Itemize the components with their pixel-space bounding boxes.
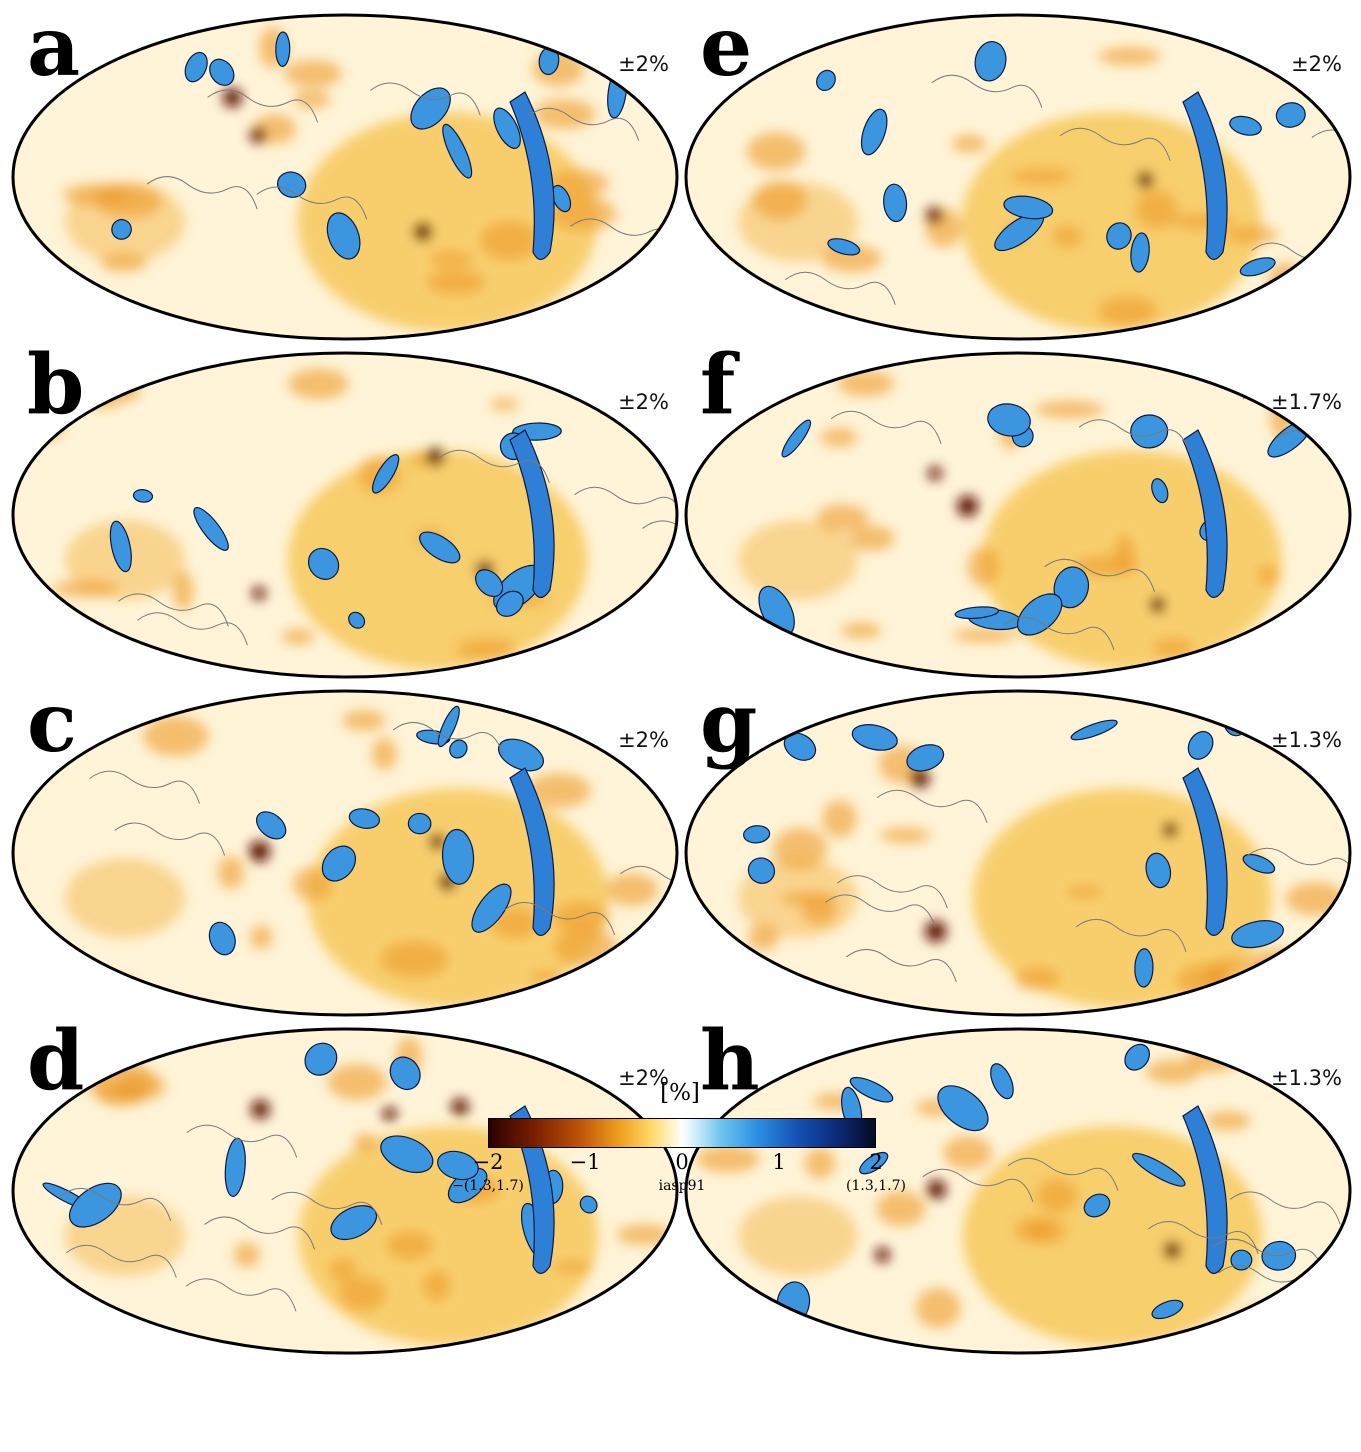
mollweide-map-a bbox=[11, 13, 679, 341]
panel-letter-f: f bbox=[700, 337, 736, 433]
panel-scale-e: ±2% bbox=[1291, 52, 1342, 76]
colorbar-tick: −1 bbox=[569, 1150, 601, 1174]
panel-scale-g: ±1.3% bbox=[1271, 728, 1342, 752]
map-panel-b: b ±2% bbox=[5, 344, 685, 690]
colorbar-left-sub: −(1.3,1.7) bbox=[452, 1178, 524, 1194]
mollweide-map-d bbox=[11, 1027, 679, 1355]
panel-scale-a: ±2% bbox=[618, 52, 669, 76]
colorbar: [%] −2 −1 0 1 2 −(1.3,1.7) iasp91 (1.3,1… bbox=[440, 1080, 920, 1452]
map-panel-h: h ±1.3% bbox=[678, 1020, 1358, 1366]
colorbar-tick: 0 bbox=[675, 1150, 689, 1174]
panel-letter-h: h bbox=[700, 1013, 760, 1109]
mollweide-map-g bbox=[684, 689, 1352, 1017]
panel-letter-b: b bbox=[27, 337, 85, 433]
panel-letter-d: d bbox=[27, 1013, 85, 1109]
panel-letter-c: c bbox=[27, 675, 77, 771]
panel-letter-a: a bbox=[27, 0, 81, 95]
panel-scale-h: ±1.3% bbox=[1271, 1066, 1342, 1090]
map-panel-f: f ±1.7% bbox=[678, 344, 1358, 690]
panel-scale-d: ±2% bbox=[618, 1066, 669, 1090]
mollweide-map-f bbox=[684, 351, 1352, 679]
panel-scale-c: ±2% bbox=[618, 728, 669, 752]
map-panel-a: a ±2% bbox=[5, 6, 685, 352]
mollweide-map-e bbox=[684, 13, 1352, 341]
map-panel-d: d ±2% bbox=[5, 1020, 685, 1366]
colorbar-right-sub: (1.3,1.7) bbox=[846, 1178, 906, 1194]
mollweide-map-h bbox=[684, 1027, 1352, 1355]
mollweide-map-b bbox=[11, 351, 679, 679]
panel-scale-f: ±1.7% bbox=[1271, 390, 1342, 414]
colorbar-center-sub: iasp91 bbox=[658, 1178, 706, 1194]
colorbar-tick: 2 bbox=[869, 1150, 883, 1174]
colorbar-gradient bbox=[488, 1118, 876, 1148]
colorbar-unit: [%] bbox=[660, 1080, 700, 1106]
colorbar-tick: 1 bbox=[772, 1150, 786, 1174]
map-panel-g: g ±1.3% bbox=[678, 682, 1358, 1028]
map-panel-e: e ±2% bbox=[678, 6, 1358, 352]
map-panel-c: c ±2% bbox=[5, 682, 685, 1028]
mollweide-map-c bbox=[11, 689, 679, 1017]
panel-letter-e: e bbox=[700, 0, 753, 95]
panel-letter-g: g bbox=[700, 675, 758, 771]
panel-scale-b: ±2% bbox=[618, 390, 669, 414]
colorbar-tick: −2 bbox=[472, 1150, 504, 1174]
